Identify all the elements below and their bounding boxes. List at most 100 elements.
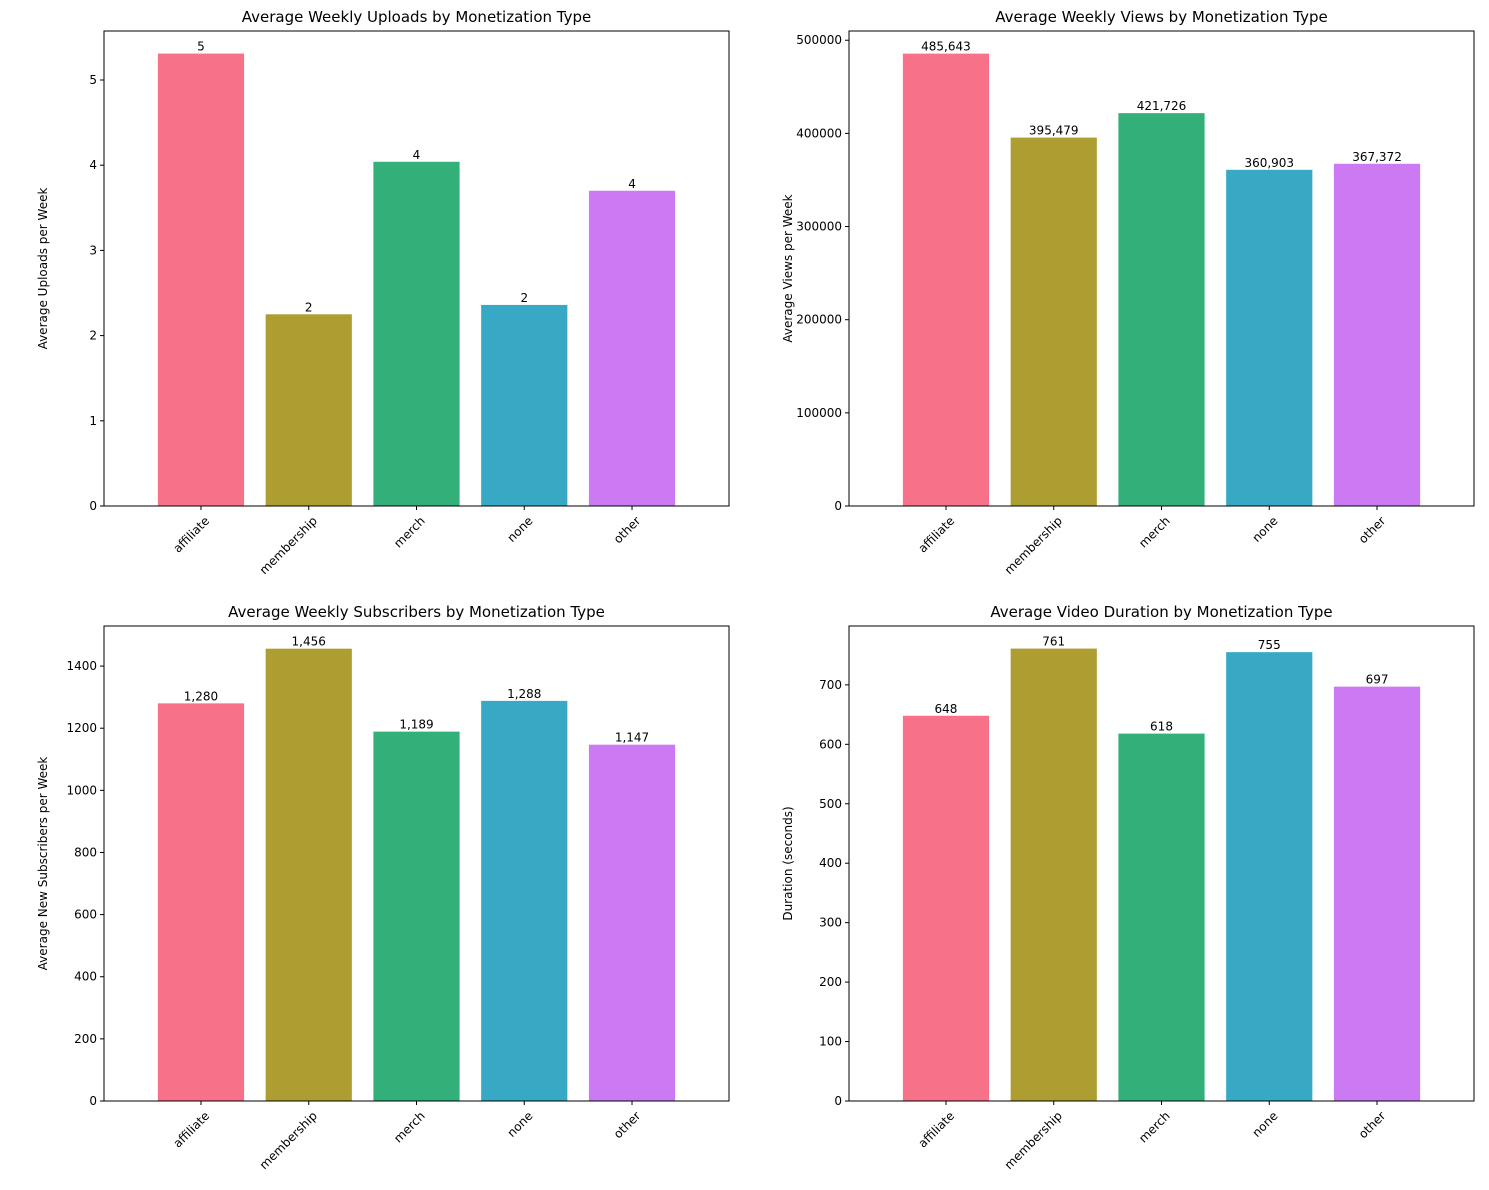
uploads-x-tick-label-other: other xyxy=(611,514,644,547)
uploads-data-label-none: 2 xyxy=(520,291,528,305)
views-x-tick-label-none: none xyxy=(1250,514,1281,545)
views-y-axis-label: Average Views per Week xyxy=(781,194,795,342)
uploads-y-tick-label: 3 xyxy=(89,243,97,257)
views-data-label-other: 367,372 xyxy=(1352,150,1402,164)
subscribers-x-tick-label-membership: membership xyxy=(257,1109,320,1172)
duration-y-tick-label: 0 xyxy=(834,1094,842,1108)
uploads-y-tick-label: 4 xyxy=(89,158,97,172)
uploads-axes-frame xyxy=(103,30,730,507)
uploads-bar-other xyxy=(588,190,676,506)
uploads-x-tick-label-merch: merch xyxy=(391,514,428,551)
duration-y-axis-label: Duration (seconds) xyxy=(781,806,795,920)
views-x-tick-label-merch: merch xyxy=(1136,514,1173,551)
duration-data-label-merch: 618 xyxy=(1150,720,1173,734)
duration-y-tick-label: 600 xyxy=(819,737,842,751)
duration-data-label-membership: 761 xyxy=(1042,635,1065,649)
chart-views: Average Weekly Views by Monetization Typ… xyxy=(745,0,1489,595)
duration-y-tick-label: 100 xyxy=(819,1035,842,1049)
subscribers-data-label-membership: 1,456 xyxy=(292,635,326,649)
subscribers-x-tick-label-merch: merch xyxy=(391,1109,428,1146)
views-bar-affiliate xyxy=(902,53,990,506)
views-title: Average Weekly Views by Monetization Typ… xyxy=(995,8,1328,26)
duration-bar-membership xyxy=(1010,648,1097,1101)
subscribers-y-axis-label: Average New Subscribers per Week xyxy=(36,757,50,971)
chart-duration: Average Video Duration by Monetization T… xyxy=(745,595,1489,1190)
duration-x-tick-label-affiliate: affiliate xyxy=(916,1109,958,1151)
uploads-y-tick-label: 1 xyxy=(89,414,97,428)
subscribers-data-label-merch: 1,189 xyxy=(399,718,433,732)
duration-y-tick-label: 300 xyxy=(819,916,842,930)
views-bar-none xyxy=(1226,169,1313,506)
views-bar-merch xyxy=(1118,113,1205,507)
subscribers-title: Average Weekly Subscribers by Monetizati… xyxy=(228,603,605,621)
duration-data-label-none: 755 xyxy=(1258,638,1281,652)
duration-y-tick-label: 700 xyxy=(819,678,842,692)
duration-bar-merch xyxy=(1118,733,1205,1101)
uploads-data-label-other: 4 xyxy=(628,177,636,191)
duration-y-tick-label: 500 xyxy=(819,797,842,811)
uploads-x-tick-label-membership: membership xyxy=(257,514,320,577)
subscribers-y-tick-label: 1400 xyxy=(66,659,97,673)
duration-x-tick-label-merch: merch xyxy=(1136,1109,1173,1146)
duration-x-tick-label-none: none xyxy=(1250,1109,1281,1140)
duration-x-tick-label-membership: membership xyxy=(1002,1109,1065,1172)
subscribers-axes-frame xyxy=(103,625,730,1102)
uploads-y-tick-label: 2 xyxy=(89,329,97,343)
chart-subscribers-svg: Average Weekly Subscribers by Monetizati… xyxy=(36,603,730,1172)
subscribers-x-tick-label-other: other xyxy=(611,1109,644,1142)
views-y-tick-label: 200000 xyxy=(796,313,842,327)
subscribers-x-tick-label-affiliate: affiliate xyxy=(171,1109,213,1151)
uploads-data-label-merch: 4 xyxy=(413,148,421,162)
duration-y-tick-label: 400 xyxy=(819,856,842,870)
views-axes-frame xyxy=(848,30,1475,507)
views-data-label-membership: 395,479 xyxy=(1029,124,1079,138)
duration-bar-affiliate xyxy=(902,715,990,1101)
uploads-bar-membership xyxy=(265,314,352,506)
uploads-y-tick-label: 5 xyxy=(89,73,97,87)
uploads-data-label-affiliate: 5 xyxy=(197,40,205,54)
subscribers-bar-none xyxy=(481,700,568,1101)
chart-uploads-svg: Average Weekly Uploads by Monetization T… xyxy=(36,8,730,577)
uploads-title: Average Weekly Uploads by Monetization T… xyxy=(242,8,592,26)
duration-bar-none xyxy=(1226,652,1313,1101)
uploads-bar-merch xyxy=(373,161,460,506)
chart-subscribers: Average Weekly Subscribers by Monetizati… xyxy=(0,595,744,1190)
views-y-tick-label: 300000 xyxy=(796,220,842,234)
duration-bar-other xyxy=(1333,686,1421,1101)
subscribers-data-label-affiliate: 1,280 xyxy=(184,689,218,703)
views-x-tick-label-affiliate: affiliate xyxy=(916,514,958,556)
views-y-tick-label: 100000 xyxy=(796,406,842,420)
views-data-label-none: 360,903 xyxy=(1244,156,1294,170)
views-x-tick-label-other: other xyxy=(1356,514,1389,547)
uploads-y-axis-label: Average Uploads per Week xyxy=(36,188,50,350)
subscribers-x-tick-label-none: none xyxy=(505,1109,536,1140)
duration-axes-frame xyxy=(848,625,1475,1102)
uploads-bar-affiliate xyxy=(157,53,245,506)
duration-data-label-affiliate: 648 xyxy=(935,702,958,716)
duration-title: Average Video Duration by Monetization T… xyxy=(990,603,1332,621)
subscribers-bar-membership xyxy=(265,648,352,1101)
chart-views-svg: Average Weekly Views by Monetization Typ… xyxy=(781,8,1475,577)
uploads-y-tick-label: 0 xyxy=(89,499,97,513)
uploads-x-tick-label-affiliate: affiliate xyxy=(171,514,213,556)
chart-uploads: Average Weekly Uploads by Monetization T… xyxy=(0,0,744,595)
subscribers-data-label-none: 1,288 xyxy=(507,687,541,701)
subscribers-data-label-other: 1,147 xyxy=(615,731,649,745)
duration-data-label-other: 697 xyxy=(1366,673,1389,687)
views-bar-membership xyxy=(1010,137,1097,506)
chart-duration-svg: Average Video Duration by Monetization T… xyxy=(781,603,1475,1172)
views-data-label-affiliate: 485,643 xyxy=(921,40,971,54)
views-y-tick-label: 400000 xyxy=(796,126,842,140)
uploads-data-label-membership: 2 xyxy=(305,300,313,314)
uploads-bar-none xyxy=(481,304,568,506)
subscribers-y-tick-label: 0 xyxy=(89,1094,97,1108)
views-x-tick-label-membership: membership xyxy=(1002,514,1065,577)
subscribers-bar-merch xyxy=(373,731,460,1101)
views-y-tick-label: 500000 xyxy=(796,33,842,47)
subscribers-y-tick-label: 1200 xyxy=(66,721,97,735)
views-data-label-merch: 421,726 xyxy=(1137,99,1187,113)
duration-x-tick-label-other: other xyxy=(1356,1109,1389,1142)
duration-y-tick-label: 200 xyxy=(819,975,842,989)
subscribers-y-tick-label: 1000 xyxy=(66,783,97,797)
subscribers-y-tick-label: 600 xyxy=(74,908,97,922)
